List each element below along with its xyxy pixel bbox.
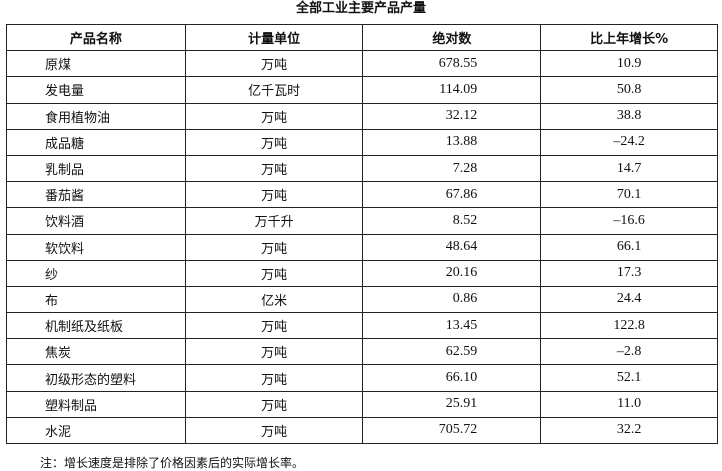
absolute-cell: 114.09 — [362, 76, 542, 104]
product-name-cell: 塑料制品 — [6, 390, 186, 418]
product-name-cell: 饮料酒 — [6, 207, 186, 235]
growth-cell: 38.8 — [540, 102, 718, 130]
unit-cell: 万吨 — [184, 364, 364, 392]
table-row: 纱万吨 20.16 17.3 — [6, 259, 718, 287]
growth-cell: 11.0 — [540, 390, 718, 418]
product-name-cell: 纱 — [6, 259, 186, 287]
product-name-cell: 机制纸及纸板 — [6, 312, 186, 340]
product-name-cell: 软饮料 — [6, 233, 186, 261]
table-row: 成品糖 万吨 13.88 –24.2 — [6, 128, 718, 156]
unit-cell: 万吨 — [184, 259, 364, 287]
absolute-cell: 48.64 — [362, 233, 542, 261]
table-row: 番茄酱 万吨 67.86 70.1 — [6, 181, 718, 209]
unit-cell: 万吨 — [184, 102, 364, 130]
header-absolute: 绝对数 — [362, 23, 542, 52]
growth-cell: 52.1 — [540, 364, 718, 392]
product-name-cell: 初级形态的塑料 — [6, 364, 186, 392]
growth-cell: 66.1 — [540, 233, 718, 261]
table-row: 机制纸及纸板 万吨 13.45 122.8 — [6, 312, 718, 340]
header-growth: 比上年增长% — [540, 23, 718, 52]
absolute-cell: 25.91 — [362, 390, 542, 418]
absolute-cell: 66.10 — [362, 364, 542, 392]
unit-cell: 万吨 — [184, 416, 364, 445]
table-row: 水泥 万吨 705.72 32.2 — [6, 416, 718, 445]
table-row: 塑料制品 万吨 25.91 11.0 — [6, 390, 718, 418]
absolute-cell: 0.86 — [362, 285, 542, 314]
header-unit: 计量单位 — [184, 23, 364, 52]
table-row: 初级形态的塑料 万吨 66.10 52.1 — [6, 364, 718, 392]
table-row: 发电量 亿千瓦时 114.09 50.8 — [6, 76, 718, 104]
product-name-cell: 布 — [6, 285, 186, 314]
product-name-cell: 成品糖 — [6, 128, 186, 156]
absolute-cell: 8.52 — [362, 207, 542, 235]
unit-cell: 万吨 — [184, 338, 364, 366]
table-row: 乳制品 万吨 7.28 14.7 — [6, 154, 718, 183]
unit-cell: 万吨 — [184, 233, 364, 261]
product-name-cell: 原煤 — [6, 50, 186, 78]
table-row: 饮料酒 万千升 8.52 –16.6 — [6, 207, 718, 235]
absolute-cell: 13.88 — [362, 128, 542, 156]
absolute-cell: 32.12 — [362, 102, 542, 130]
unit-cell: 万吨 — [184, 390, 364, 418]
growth-cell: –2.8 — [540, 338, 718, 366]
unit-cell: 万吨 — [184, 128, 364, 156]
table-title: 全部工业主要产品产量 — [295, 1, 426, 16]
unit-cell: 万吨 — [184, 181, 364, 209]
absolute-cell: 62.59 — [362, 338, 542, 366]
absolute-cell: 678.55 — [362, 50, 542, 78]
table-row: 原煤 万吨 678.55 10.9 — [6, 50, 718, 78]
unit-cell: 亿千瓦时 — [184, 76, 364, 104]
absolute-cell: 705.72 — [362, 416, 542, 445]
product-name-cell: 番茄酱 — [6, 181, 186, 209]
growth-cell: 70.1 — [540, 181, 718, 209]
table-row: 软饮料 万吨 48.64 66.1 — [6, 233, 718, 261]
product-name-cell: 食用植物油 — [6, 102, 186, 130]
header-row: 产品名称 计量单位 绝对数 比上年增长% — [6, 23, 718, 52]
table-row: 布亿米 0.86 24.4 — [6, 285, 718, 314]
product-name-cell: 焦炭 — [6, 338, 186, 366]
unit-cell: 万吨 — [184, 154, 364, 183]
absolute-cell: 13.45 — [362, 312, 542, 340]
table-row: 食用植物油 万吨 32.12 38.8 — [6, 102, 718, 130]
table-row: 焦炭 万吨 62.59 –2.8 — [6, 338, 718, 366]
growth-cell: 122.8 — [540, 312, 718, 340]
footnote: 注：增长速度是排除了价格因素后的实际增长率。 — [40, 456, 305, 470]
growth-cell: 14.7 — [540, 154, 718, 183]
absolute-cell: 20.16 — [362, 259, 542, 287]
unit-cell: 亿米 — [184, 285, 364, 314]
growth-cell: 50.8 — [540, 76, 718, 104]
unit-cell: 万吨 — [184, 50, 364, 78]
production-table: 产品名称 计量单位 绝对数 比上年增长% 原煤 万吨 678.55 10.9 发电量 亿千… — [6, 23, 718, 445]
growth-cell: 32.2 — [540, 416, 718, 445]
absolute-cell: 7.28 — [362, 154, 542, 183]
growth-cell: 10.9 — [540, 50, 718, 78]
unit-cell: 万千升 — [184, 207, 364, 235]
product-name-cell: 发电量 — [6, 76, 186, 104]
growth-cell: –16.6 — [540, 207, 718, 235]
unit-cell: 万吨 — [184, 312, 364, 340]
absolute-cell: 67.86 — [362, 181, 542, 209]
header-product-name: 产品名称 — [6, 23, 186, 52]
product-name-cell: 乳制品 — [6, 154, 186, 183]
growth-cell: 17.3 — [540, 259, 718, 287]
growth-cell: –24.2 — [540, 128, 718, 156]
product-name-cell: 水泥 — [6, 416, 186, 445]
growth-cell: 24.4 — [540, 285, 718, 314]
